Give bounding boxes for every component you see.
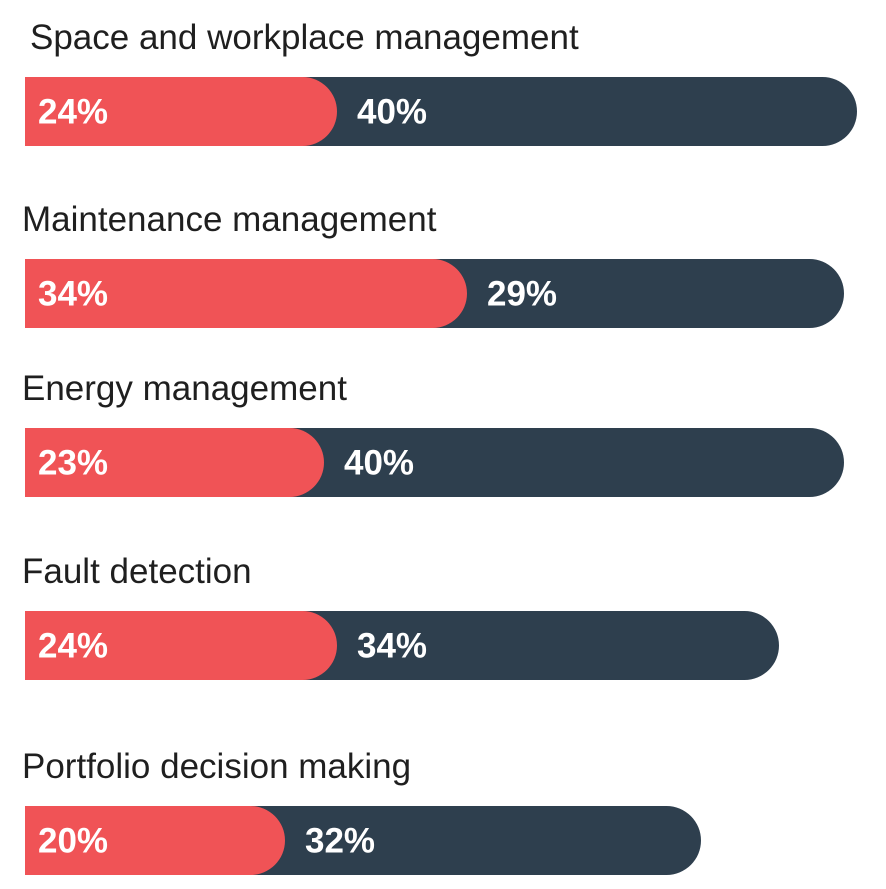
data-label-series-1: 23% xyxy=(38,444,108,483)
bar-segment-series-1 xyxy=(25,806,285,875)
bar-segment-series-1 xyxy=(25,428,325,497)
data-label-series-2: 29% xyxy=(487,275,557,314)
data-label-series-1: 24% xyxy=(38,93,108,132)
data-label-series-1: 34% xyxy=(38,275,108,314)
bar-row: Space and workplace management 24% 40% xyxy=(25,18,857,146)
category-label: Fault detection xyxy=(22,552,252,591)
data-label-series-1: 24% xyxy=(38,627,108,666)
data-label-series-2: 40% xyxy=(344,444,414,483)
bar-segment-series-1 xyxy=(25,611,337,680)
category-label: Maintenance management xyxy=(22,200,437,239)
bar-segment-series-1 xyxy=(25,77,337,146)
data-label-series-2: 40% xyxy=(357,93,427,132)
bar-row: Portfolio decision making 20% 32% xyxy=(22,747,701,875)
bar-row: Maintenance management 34% 29% xyxy=(22,200,844,328)
bar-row: Energy management 23% 40% xyxy=(22,369,844,497)
category-label: Portfolio decision making xyxy=(22,747,411,786)
data-label-series-2: 34% xyxy=(357,627,427,666)
bar-row: Fault detection 24% 34% xyxy=(22,552,779,680)
data-label-series-2: 32% xyxy=(305,822,375,861)
data-label-series-1: 20% xyxy=(38,822,108,861)
bar-segment-series-1 xyxy=(25,259,467,328)
category-label: Space and workplace management xyxy=(30,18,579,57)
category-label: Energy management xyxy=(22,369,347,408)
